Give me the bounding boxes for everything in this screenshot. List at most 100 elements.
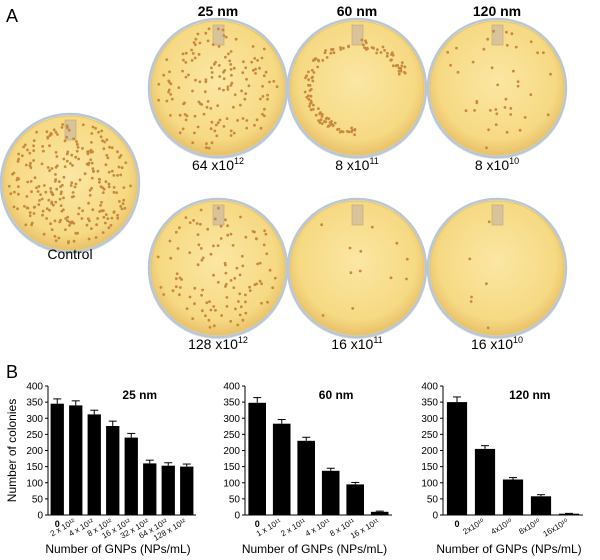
- colony: [229, 83, 233, 87]
- colony: [54, 239, 58, 243]
- colony: [225, 117, 229, 120]
- colony: [70, 153, 74, 157]
- colony: [229, 63, 233, 66]
- colony: [232, 66, 236, 70]
- plate-120nm-top: [426, 17, 568, 159]
- colony: [60, 209, 64, 213]
- colony: [12, 205, 16, 209]
- colony: [251, 45, 255, 48]
- colony: [156, 255, 160, 259]
- colony: [99, 185, 103, 189]
- colony: [446, 50, 450, 54]
- colony: [196, 263, 200, 267]
- y-tick-label: 250: [421, 430, 438, 441]
- colony: [103, 221, 107, 225]
- colony: [91, 167, 95, 171]
- colony: [50, 228, 54, 232]
- bar: [69, 405, 83, 515]
- colony: [397, 66, 401, 70]
- colony: [222, 34, 226, 37]
- colony: [190, 48, 194, 52]
- plate-tape-label: [491, 204, 504, 226]
- colony: [45, 207, 49, 211]
- colony: [178, 226, 181, 230]
- colony: [505, 43, 509, 47]
- colony: [321, 113, 324, 116]
- colony: [255, 282, 258, 286]
- colony: [165, 58, 169, 61]
- colony: [359, 249, 363, 253]
- colony: [241, 264, 245, 268]
- colony: [309, 99, 313, 103]
- colony: [224, 218, 227, 222]
- colony: [87, 201, 90, 205]
- colony: [241, 71, 245, 75]
- colony: [347, 44, 350, 48]
- colony: [110, 146, 114, 150]
- colony: [54, 200, 58, 204]
- colony: [32, 205, 36, 209]
- colony: [45, 217, 48, 220]
- colony: [486, 37, 490, 41]
- colony: [65, 152, 69, 156]
- bar: [106, 426, 120, 515]
- colony: [268, 268, 272, 272]
- colony: [200, 258, 204, 262]
- colony: [405, 277, 408, 281]
- colony: [516, 84, 520, 88]
- colony: [200, 103, 204, 106]
- colony: [231, 244, 235, 247]
- x-axis-title: Number of GNPs (NPs/mL): [45, 542, 190, 556]
- colony: [218, 75, 222, 78]
- colony: [328, 121, 332, 124]
- colony: [44, 190, 48, 194]
- y-tick-label: 300: [223, 414, 240, 425]
- y-tick-label: 50: [427, 494, 439, 505]
- colony: [184, 75, 188, 79]
- colony: [178, 131, 182, 135]
- colony: [197, 53, 201, 56]
- panel-b-label: B: [6, 362, 18, 382]
- colony: [62, 196, 65, 200]
- colony: [237, 300, 240, 303]
- colony: [54, 151, 58, 154]
- x-tick-label: 8x10¹⁰: [517, 517, 542, 536]
- colony: [492, 29, 495, 33]
- colony: [224, 263, 227, 267]
- colony: [529, 93, 533, 96]
- colony: [225, 305, 229, 308]
- bar: [180, 466, 194, 515]
- colony: [90, 141, 93, 144]
- colony: [112, 186, 116, 189]
- bar: [446, 402, 468, 515]
- agar-surface: [150, 200, 286, 336]
- colony: [400, 61, 404, 64]
- colony: [47, 198, 51, 202]
- colony: [107, 182, 111, 186]
- plate-60nm-bottom: [286, 197, 428, 339]
- colony: [96, 169, 100, 173]
- colony: [210, 71, 214, 74]
- colony: [211, 43, 215, 46]
- colony: [110, 169, 114, 173]
- colony: [311, 79, 315, 83]
- colony: [89, 148, 93, 152]
- bar: [346, 484, 364, 515]
- colony: [314, 113, 318, 117]
- colony: [101, 139, 104, 143]
- column-title-60nm: 60 nm: [337, 3, 377, 19]
- colony: [76, 231, 79, 235]
- colony: [514, 45, 518, 49]
- colony: [168, 239, 172, 243]
- colony: [394, 64, 398, 68]
- colony: [117, 165, 121, 169]
- colony: [55, 187, 59, 191]
- colony: [259, 97, 262, 101]
- plate-tape-label: [351, 24, 364, 46]
- colony: [41, 145, 44, 148]
- colony: [16, 207, 19, 211]
- colony: [206, 227, 210, 231]
- colony: [245, 77, 248, 81]
- colony: [496, 83, 500, 87]
- colony: [256, 59, 259, 62]
